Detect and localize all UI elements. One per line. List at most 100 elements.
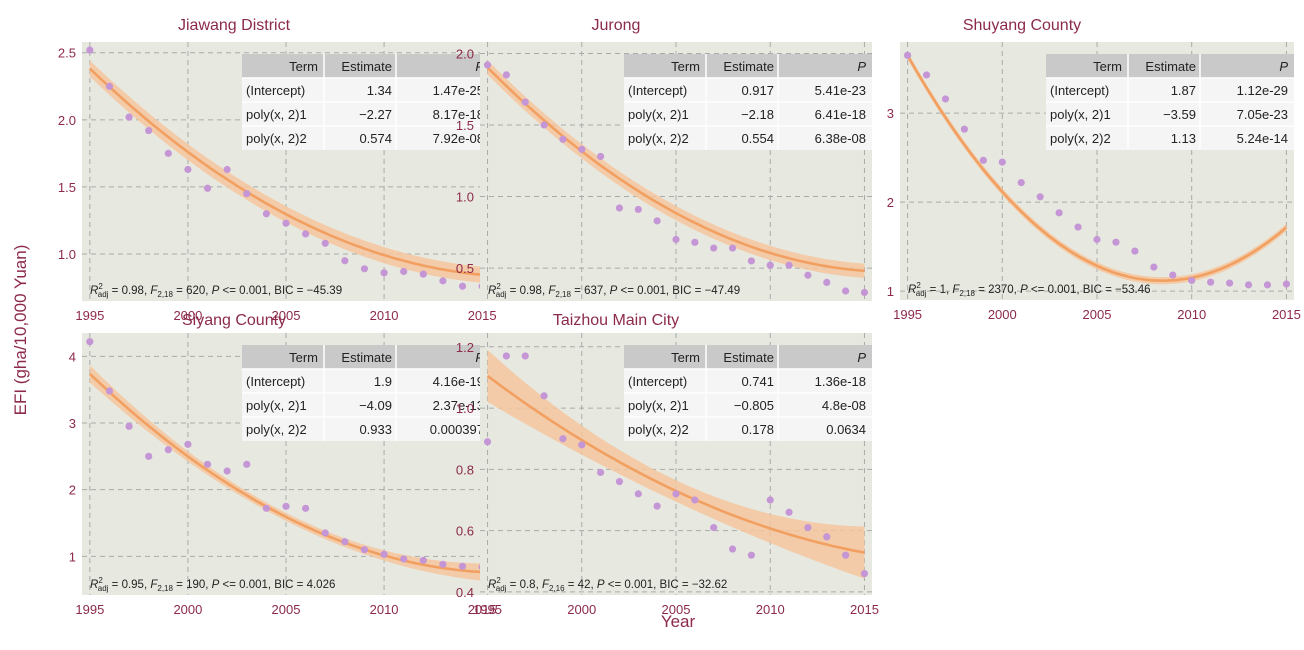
data-point — [380, 269, 388, 277]
table-header-estimate: Estimate — [723, 59, 774, 74]
data-point — [105, 82, 114, 90]
x-tick-label: 2005 — [272, 308, 301, 323]
data-point — [823, 278, 831, 286]
data-point — [439, 277, 447, 285]
data-point — [184, 165, 192, 174]
y-tick-label: 1.0 — [456, 190, 474, 205]
table-cell-p: 1.36e-18 — [815, 374, 866, 389]
data-point — [804, 271, 812, 279]
table-cell-estimate: 0.178 — [741, 422, 774, 437]
table-cell-estimate: −3.59 — [1163, 107, 1196, 122]
panel-jurong: Jurong 0.5 1.0 1.5 2.0 Term Estimate P (Intercep… — [456, 17, 872, 301]
data-point — [747, 257, 755, 265]
table-cell-estimate: 1.34 — [367, 83, 392, 98]
data-point — [1263, 281, 1272, 289]
y-tick-label: 0.4 — [456, 585, 474, 600]
table-cell-term: poly(x, 2)1 — [246, 107, 307, 122]
table-header-p: P — [475, 350, 484, 365]
table-cell-estimate: 1.9 — [374, 374, 392, 389]
data-point — [203, 184, 212, 192]
y-tick-label: 3 — [887, 106, 894, 121]
table-header-term: Term — [289, 350, 318, 365]
y-tick-label: 1.5 — [58, 180, 76, 195]
x-axis-label: Year — [660, 612, 696, 631]
table-cell-term: poly(x, 2)1 — [246, 398, 307, 413]
y-tick-label: 0.6 — [456, 524, 474, 539]
y-tick-label: 2 — [69, 483, 76, 498]
table-cell-p: 5.24e-14 — [1237, 131, 1288, 146]
table-cell-p: 4.16e-19 — [433, 374, 484, 389]
coefficient-table: Term Estimate P (Intercept) 1.9 4.16e-19 poly(… — [242, 345, 490, 441]
y-tick-label: 2.0 — [456, 46, 474, 61]
data-point — [860, 288, 869, 297]
table-header-estimate: Estimate — [723, 350, 774, 365]
table-header-term: Term — [671, 350, 700, 365]
data-point — [341, 538, 349, 546]
data-point — [672, 235, 680, 244]
data-point — [483, 61, 492, 69]
x-tick-label: 2005 — [272, 602, 301, 617]
data-point — [540, 121, 548, 129]
data-point — [804, 523, 812, 532]
data-point — [321, 529, 329, 537]
x-tick-label: 2015 — [1272, 307, 1301, 322]
data-point — [302, 230, 310, 238]
data-point — [145, 126, 153, 135]
table-cell-estimate: −2.18 — [741, 107, 774, 122]
table-cell-estimate: −4.09 — [359, 398, 392, 413]
y-tick-label: 0.8 — [456, 462, 474, 477]
table-cell-term: (Intercept) — [628, 83, 687, 98]
panel-title: Shuyang County — [963, 17, 1081, 34]
data-point — [634, 205, 642, 214]
data-point — [243, 460, 251, 468]
data-point — [728, 244, 737, 252]
table-header-p: P — [857, 59, 866, 74]
data-point — [615, 204, 624, 212]
x-tick-label: 2015 — [850, 602, 879, 617]
data-point — [747, 551, 755, 559]
data-point — [842, 287, 850, 295]
table-header-term: Term — [289, 59, 318, 74]
table-cell-p: 1.12e-29 — [1237, 83, 1288, 98]
data-point — [1093, 235, 1101, 244]
x-tick-label: 2015 — [468, 308, 497, 323]
table-cell-p: 4.8e-08 — [822, 398, 866, 413]
data-point — [903, 51, 912, 59]
regression-stats: R2 adj = 0.98, F2,18 = 620, P <= 0.001, B… — [90, 282, 342, 299]
data-point — [223, 467, 231, 475]
data-point — [1036, 193, 1044, 201]
table-cell-term: (Intercept) — [246, 374, 305, 389]
data-point — [164, 149, 172, 157]
data-point — [1188, 276, 1196, 285]
y-tick-label: 1 — [887, 284, 894, 299]
data-point — [458, 282, 467, 290]
table-cell-term: poly(x, 2)1 — [628, 398, 689, 413]
table-cell-estimate: −2.27 — [359, 107, 392, 122]
panel-title: Siyang County — [182, 312, 286, 329]
x-tick-label: 2000 — [173, 602, 202, 617]
data-point — [341, 257, 349, 265]
table-cell-p: 8.17e-18 — [433, 107, 484, 122]
panel-taizhou-main-city: Taizhou Main City 0.4 0.6 0.8 1.0 1.2 1995 2000… — [456, 312, 879, 617]
fit-line — [88, 67, 483, 277]
data-point — [521, 352, 529, 360]
data-point — [766, 496, 774, 504]
data-point — [1150, 263, 1158, 271]
data-point — [1131, 247, 1139, 255]
y-tick-label: 2 — [887, 195, 894, 210]
data-point — [223, 165, 231, 174]
confidence-band — [487, 349, 865, 579]
x-tick-label: 1995 — [75, 602, 104, 617]
fit-line — [906, 54, 1288, 283]
data-point — [400, 267, 408, 276]
table-cell-term: poly(x, 2)1 — [1050, 107, 1111, 122]
data-point — [710, 244, 718, 252]
coefficient-table: Term Estimate P (Intercept) 0.741 1.36e-18 pol… — [624, 345, 872, 441]
table-header-estimate: Estimate — [341, 59, 392, 74]
x-tick-label: 2000 — [567, 602, 596, 617]
table-header-term: Term — [1093, 59, 1122, 74]
data-point — [164, 446, 172, 454]
data-point — [578, 145, 586, 153]
data-point — [1244, 281, 1253, 289]
data-point — [439, 560, 447, 568]
